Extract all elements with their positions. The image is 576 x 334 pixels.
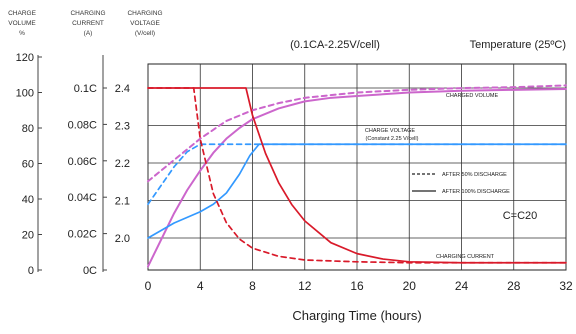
charging-current-annotation: CHARGING CURRENT xyxy=(436,254,495,260)
x-tick-label: 0 xyxy=(145,279,152,293)
charge-volume-tick-label: 60 xyxy=(22,159,34,171)
charging-current-tick-label: 0.1C xyxy=(74,83,97,95)
legend-entry-label: AFTER 50% DISCHARGE xyxy=(442,172,507,178)
x-tick-label: 28 xyxy=(507,279,521,293)
charging-voltage-axis-label-line: VOLTAGE xyxy=(130,20,160,27)
charge-volume-axis-label-line: VOLUME xyxy=(8,20,36,27)
charge-volume-tick-label: 0 xyxy=(28,265,34,277)
charge-volume-tick-label: 80 xyxy=(22,123,34,135)
x-axis-label: Charging Time (hours) xyxy=(292,308,421,323)
x-tick-label: 20 xyxy=(403,279,417,293)
capacity-annotation: C=C20 xyxy=(503,210,538,222)
charge-voltage-solid-line xyxy=(147,143,567,239)
charge-voltage-dashed-line xyxy=(147,143,567,206)
charge-volume-tick-label: 40 xyxy=(22,194,34,206)
x-tick-label: 16 xyxy=(350,279,364,293)
charging-voltage-axis-label-line: CHARGING xyxy=(127,10,162,17)
charging-current-tick-label: 0.04C xyxy=(68,192,97,204)
charging-voltage-tick-label: 2.4 xyxy=(115,83,130,95)
chart-temperature-label: Temperature (25ºC) xyxy=(470,39,566,51)
charge-volume-axis-label-line: CHARGE xyxy=(8,10,36,17)
charge-volume-axis-label-line: % xyxy=(19,30,25,37)
charging-current-axis-label-line: (A) xyxy=(84,30,93,37)
charged-volume-dashed-line xyxy=(147,84,567,183)
charging-current-tick-label: 0.08C xyxy=(68,119,97,131)
charged-volume-annotation: CHARGED VOLUME xyxy=(446,93,499,99)
charging-voltage-tick-label: 2.3 xyxy=(115,121,130,133)
charge-voltage-constant-annotation: (Constant 2.25 V/cell) xyxy=(366,136,419,142)
x-tick-label: 24 xyxy=(455,279,469,293)
charging-current-tick-label: 0.06C xyxy=(68,156,97,168)
charging-current-tick-label: 0C xyxy=(83,265,97,277)
x-tick-label: 32 xyxy=(559,279,573,293)
x-tick-label: 12 xyxy=(298,279,312,293)
charge-volume-tick-label: 20 xyxy=(22,230,34,242)
chart-condition-label: (0.1CA-2.25V/cell) xyxy=(290,39,380,51)
x-tick-label: 4 xyxy=(197,279,204,293)
charging-current-dashed-line xyxy=(147,87,567,264)
charging-voltage-tick-label: 2.2 xyxy=(115,158,130,170)
charging-voltage-tick-label: 2.0 xyxy=(115,233,130,245)
charging-current-axis-label-line: CHARGING xyxy=(70,10,105,17)
charged-volume-solid-line xyxy=(147,87,567,268)
charge-volume-tick-label: 100 xyxy=(16,88,34,100)
x-tick-label: 8 xyxy=(249,279,256,293)
charge-voltage-annotation: CHARGE VOLTAGE xyxy=(365,128,416,134)
legend-entry-label: AFTER 100% DISCHARGE xyxy=(442,189,510,195)
charging-voltage-tick-label: 2.1 xyxy=(115,196,130,208)
charging-voltage-axis-label-line: (V/cell) xyxy=(135,30,155,37)
charging-current-axis-label-line: CURRENT xyxy=(72,20,104,27)
charging-current-tick-label: 0.02C xyxy=(68,229,97,241)
charge-volume-tick-label: 120 xyxy=(16,52,34,64)
